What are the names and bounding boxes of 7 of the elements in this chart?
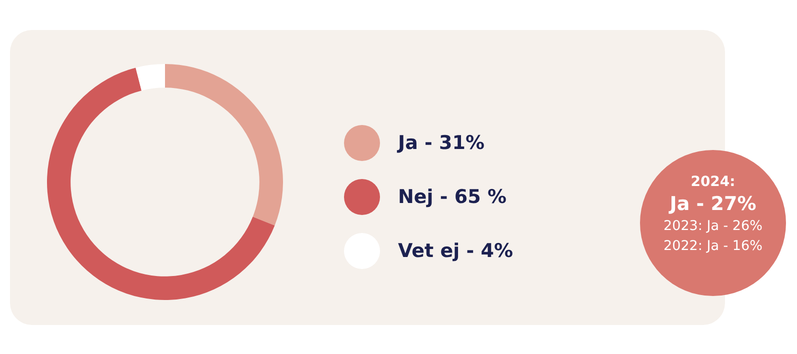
text: Ja - 27% [668, 192, 758, 216]
text: 2022: Ja - 16% [662, 237, 764, 256]
legend-label: Ja - 31% [398, 132, 484, 154]
legend-label: Vet ej - 4% [398, 240, 514, 262]
legend-label: Nej - 65 % [398, 186, 507, 208]
text: 2024: [690, 173, 736, 192]
text: 2023: Ja - 26% [662, 217, 764, 236]
